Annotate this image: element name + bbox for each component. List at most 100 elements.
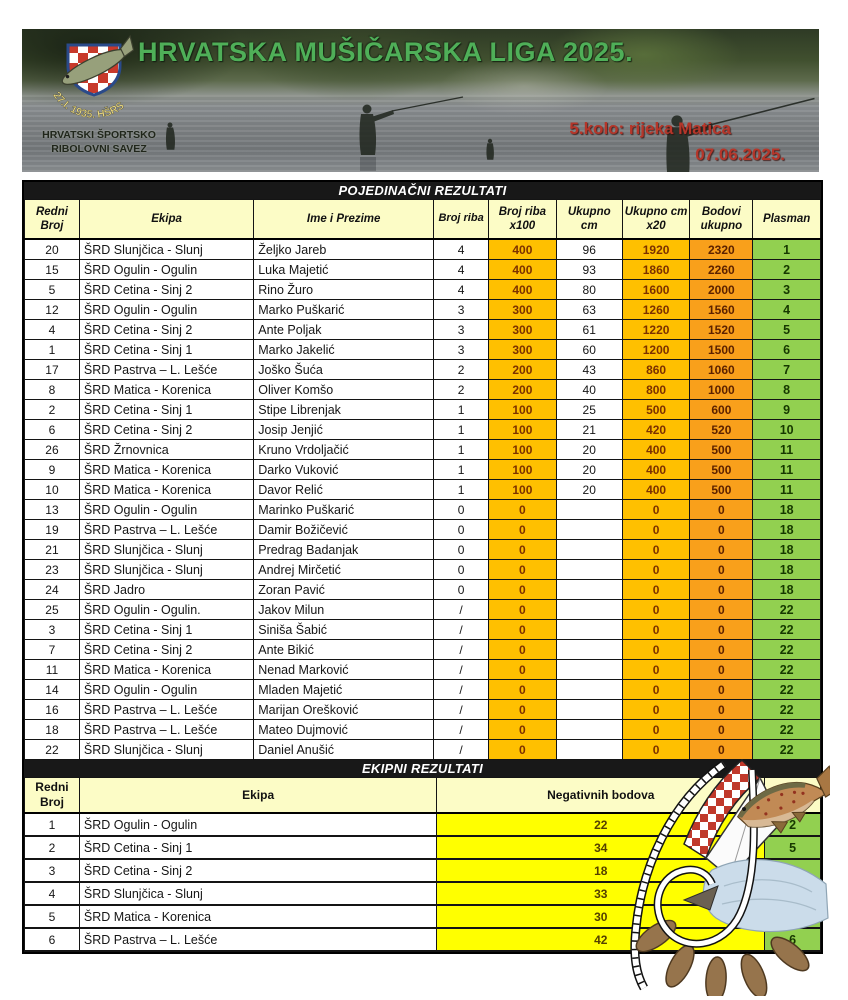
cell-ukupno-cm (555, 519, 623, 540)
cell-broj-riba: 3 (433, 319, 490, 340)
cell-redni-broj: 25 (24, 599, 80, 620)
individual-results-table: Redni Broj Ekipa Ime i Prezime Broj riba… (24, 199, 821, 760)
cell-plasman: 18 (752, 579, 821, 600)
cell-ime-prezime: Kruno Vrdoljačić (253, 439, 435, 460)
cell-ime-prezime: Marijan Orešković (253, 699, 435, 720)
cell-ukupno-cm-x20: 1920 (621, 238, 691, 260)
cell-redni-broj: 19 (24, 519, 80, 540)
cell-bodovi-ukupno: 0 (689, 559, 754, 580)
col-ime-prezime: Ime i Prezime (253, 199, 435, 240)
cell-bodovi-ukupno: 2320 (689, 238, 754, 260)
col-broj-riba-x100: Broj riba x100 (488, 199, 557, 240)
cell-broj-riba: 1 (433, 439, 490, 460)
cell-ukupno-cm (555, 559, 623, 580)
cell-bodovi-ukupno: 0 (689, 659, 754, 680)
cell-bodovi-ukupno: 0 (689, 699, 754, 720)
individual-result-row: 9 ŠRD Matica - Korenica Darko Vuković 1 … (24, 459, 821, 480)
cell-bodovi-ukupno: 0 (689, 499, 754, 520)
cell-broj-riba: 0 (433, 499, 490, 520)
cell-broj-riba-x100: 100 (488, 419, 557, 440)
cell-broj-riba: / (433, 739, 490, 760)
cell-bodovi-ukupno: 0 (689, 719, 754, 740)
individual-result-row: 16 ŠRD Pastrva – L. Lešće Marijan Oreško… (24, 699, 821, 720)
cell-ukupno-cm-x20: 1260 (621, 299, 691, 320)
cell-ekipa: ŠRD Slunjčica - Slunj (78, 539, 255, 560)
cell-ekipa: ŠRD Cetina - Sinj 2 (78, 419, 255, 440)
cell-broj-riba: 1 (433, 399, 490, 420)
cell-ukupno-cm-x20: 0 (621, 639, 691, 660)
cell-ekipa: ŠRD Cetina - Sinj 1 (78, 835, 438, 860)
cell-redni-broj: 10 (24, 479, 80, 500)
col-ukupno-cm-x20: Ukupno cm x20 (621, 199, 691, 240)
cell-broj-riba: 0 (433, 559, 490, 580)
cell-ukupno-cm (555, 499, 623, 520)
cell-ukupno-cm: 63 (555, 299, 623, 320)
cell-plasman: 1 (764, 858, 821, 883)
cell-ukupno-cm-x20: 0 (621, 679, 691, 700)
cell-ukupno-cm-x20: 500 (621, 399, 691, 420)
cell-ime-prezime: Marko Puškarić (253, 299, 435, 320)
cell-ukupno-cm-x20: 400 (621, 459, 691, 480)
cell-ukupno-cm-x20: 0 (621, 499, 691, 520)
team-section-title: EKIPNI REZULTATI (24, 760, 821, 777)
cell-plasman: 22 (752, 679, 821, 700)
cell-ekipa: ŠRD Žrnovnica (78, 439, 255, 460)
individual-result-row: 2 ŠRD Cetina - Sinj 1 Stipe Librenjak 1 … (24, 399, 821, 420)
cell-plasman: 4 (752, 299, 821, 320)
cell-bodovi-ukupno: 0 (689, 739, 754, 760)
cell-redni-broj: 4 (24, 319, 80, 340)
cell-ime-prezime: Luka Majetić (253, 259, 435, 280)
cell-ukupno-cm-x20: 420 (621, 419, 691, 440)
cell-ime-prezime: Oliver Komšo (253, 379, 435, 400)
organization-name: HRVATSKI ŠPORTSKO RIBOLOVNI SAVEZ (42, 129, 156, 155)
cell-broj-riba: 0 (433, 519, 490, 540)
cell-broj-riba: / (433, 659, 490, 680)
cell-bodovi-ukupno: 0 (689, 679, 754, 700)
round-date: 07.06.2025. (695, 145, 785, 164)
cell-ekipa: ŠRD Slunjčica - Slunj (78, 881, 438, 906)
cell-plasman: 5 (764, 835, 821, 860)
cell-ukupno-cm: 80 (555, 279, 623, 300)
cell-ukupno-cm (555, 639, 623, 660)
cell-ukupno-cm (555, 579, 623, 600)
cell-broj-riba: / (433, 699, 490, 720)
cell-bodovi-ukupno: 2260 (689, 259, 754, 280)
individual-result-row: 20 ŠRD Slunjčica - Slunj Željko Jareb 4 … (24, 238, 821, 260)
cell-ukupno-cm: 96 (555, 238, 623, 260)
cell-ime-prezime: Damir Božičević (253, 519, 435, 540)
results-tables: POJEDINAČNI REZULTATI Redni Broj Ekipa I… (22, 180, 823, 954)
cell-broj-riba: / (433, 719, 490, 740)
team-table-body: 1 ŠRD Ogulin - Ogulin 22 2 2 ŠRD Cetina … (24, 812, 821, 952)
cell-broj-riba-x100: 400 (488, 259, 557, 280)
cell-ime-prezime: Andrej Mirčetić (253, 559, 435, 580)
cell-ukupno-cm-x20: 0 (621, 579, 691, 600)
col-redni-broj: Redni Broj (24, 199, 80, 240)
individual-result-row: 5 ŠRD Cetina - Sinj 2 Rino Žuro 4 400 80… (24, 279, 821, 300)
cell-broj-riba: 2 (433, 379, 490, 400)
cell-ekipa: ŠRD Slunjčica - Slunj (78, 238, 255, 260)
cell-ukupno-cm-x20: 0 (621, 599, 691, 620)
cell-broj-riba: 1 (433, 459, 490, 480)
cell-ime-prezime: Željko Jareb (253, 238, 435, 260)
cell-bodovi-ukupno: 1060 (689, 359, 754, 380)
cell-plasman: 10 (752, 419, 821, 440)
individual-table-header: Redni Broj Ekipa Ime i Prezime Broj riba… (24, 199, 821, 240)
cell-ukupno-cm-x20: 0 (621, 619, 691, 640)
cell-ukupno-cm-x20: 1600 (621, 279, 691, 300)
cell-broj-riba-x100: 100 (488, 439, 557, 460)
cell-ekipa: ŠRD Pastrva – L. Lešće (78, 359, 255, 380)
cell-ime-prezime: Jakov Milun (253, 599, 435, 620)
cell-plasman: 2 (752, 259, 821, 280)
cell-ukupno-cm (555, 699, 623, 720)
cell-ekipa: ŠRD Matica - Korenica (78, 379, 255, 400)
cell-ukupno-cm: 93 (555, 259, 623, 280)
team-result-row: 1 ŠRD Ogulin - Ogulin 22 2 (24, 812, 821, 837)
cell-ime-prezime: Darko Vuković (253, 459, 435, 480)
cell-broj-riba-x100: 0 (488, 599, 557, 620)
cell-redni-broj: 26 (24, 439, 80, 460)
cell-ime-prezime: Marinko Puškarić (253, 499, 435, 520)
individual-result-row: 25 ŠRD Ogulin - Ogulin. Jakov Milun / 0 … (24, 599, 821, 620)
cell-plasman: 22 (752, 659, 821, 680)
cell-plasman: 1 (752, 238, 821, 260)
cell-broj-riba-x100: 200 (488, 379, 557, 400)
